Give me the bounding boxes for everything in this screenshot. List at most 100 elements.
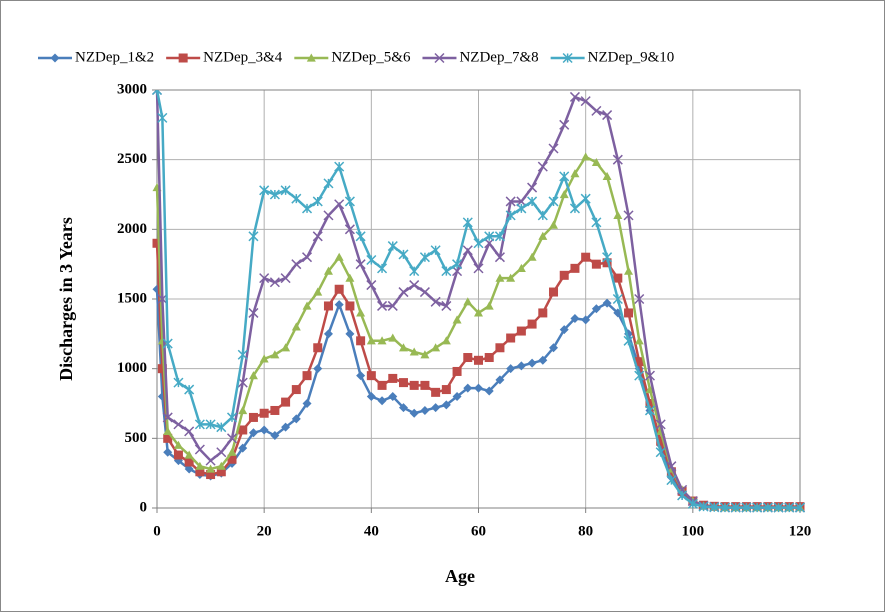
marker bbox=[452, 315, 462, 324]
marker bbox=[248, 428, 258, 438]
marker bbox=[387, 300, 398, 311]
marker bbox=[409, 280, 420, 291]
y-tick-label: 1500 bbox=[117, 290, 147, 306]
legend-label: NZDep_1&2 bbox=[75, 49, 154, 65]
marker bbox=[194, 419, 205, 430]
marker bbox=[516, 203, 527, 214]
marker bbox=[506, 364, 516, 374]
marker bbox=[655, 447, 666, 458]
marker bbox=[591, 259, 601, 269]
marker bbox=[281, 422, 291, 432]
marker bbox=[184, 457, 194, 467]
marker bbox=[302, 399, 312, 408]
marker bbox=[238, 405, 248, 415]
marker bbox=[281, 397, 291, 407]
marker bbox=[173, 450, 183, 460]
marker bbox=[644, 370, 655, 381]
marker bbox=[306, 53, 316, 62]
marker bbox=[302, 371, 312, 381]
marker bbox=[741, 502, 752, 513]
marker bbox=[452, 366, 462, 376]
marker bbox=[591, 217, 602, 228]
series bbox=[151, 90, 806, 513]
x-tick-label: 60 bbox=[471, 523, 486, 539]
x-tick-label: 100 bbox=[682, 523, 705, 539]
marker bbox=[226, 412, 238, 423]
marker bbox=[527, 252, 537, 261]
marker bbox=[334, 284, 344, 294]
marker bbox=[516, 326, 526, 336]
marker bbox=[537, 161, 548, 172]
marker bbox=[474, 308, 483, 317]
marker bbox=[613, 210, 623, 219]
marker bbox=[151, 90, 163, 96]
marker bbox=[441, 266, 452, 277]
marker bbox=[462, 217, 473, 228]
marker bbox=[494, 252, 505, 263]
marker bbox=[291, 193, 302, 204]
marker bbox=[291, 414, 301, 424]
marker bbox=[163, 447, 173, 457]
marker bbox=[184, 450, 194, 459]
marker bbox=[398, 343, 408, 352]
marker bbox=[591, 304, 601, 314]
y-axis-label: Discharges in 3 Years bbox=[56, 217, 76, 381]
marker bbox=[334, 300, 344, 310]
marker bbox=[281, 343, 291, 352]
y-tick-label: 2500 bbox=[117, 151, 147, 167]
marker bbox=[484, 386, 494, 396]
marker bbox=[344, 196, 355, 207]
marker bbox=[602, 171, 612, 180]
marker bbox=[356, 371, 366, 381]
marker bbox=[195, 461, 205, 470]
marker bbox=[581, 252, 591, 262]
legend-label: NZDep_3&4 bbox=[203, 49, 283, 65]
marker bbox=[269, 277, 280, 288]
marker bbox=[613, 273, 623, 283]
marker bbox=[624, 308, 634, 318]
marker bbox=[419, 287, 430, 298]
x-tick-label: 80 bbox=[578, 523, 593, 539]
marker bbox=[549, 343, 559, 353]
marker bbox=[248, 412, 258, 422]
marker bbox=[163, 426, 173, 435]
marker bbox=[527, 319, 537, 329]
marker bbox=[463, 353, 473, 363]
marker bbox=[666, 475, 677, 486]
marker bbox=[291, 259, 302, 270]
marker bbox=[634, 293, 645, 305]
marker bbox=[227, 454, 237, 464]
marker bbox=[752, 502, 763, 513]
y-tick-label: 500 bbox=[125, 430, 148, 446]
marker bbox=[345, 329, 355, 339]
marker bbox=[580, 193, 591, 204]
marker bbox=[505, 210, 516, 221]
marker bbox=[709, 502, 720, 513]
marker bbox=[366, 280, 377, 291]
marker bbox=[602, 110, 613, 121]
marker bbox=[569, 91, 580, 102]
marker bbox=[569, 203, 580, 214]
marker bbox=[387, 241, 398, 252]
marker bbox=[549, 287, 559, 297]
marker bbox=[441, 385, 451, 395]
marker bbox=[784, 502, 795, 513]
marker bbox=[409, 347, 419, 356]
marker bbox=[462, 245, 473, 256]
marker bbox=[302, 203, 313, 214]
marker bbox=[152, 238, 162, 248]
marker bbox=[419, 252, 430, 263]
marker bbox=[431, 387, 441, 397]
marker bbox=[548, 196, 559, 207]
marker bbox=[280, 273, 291, 284]
marker bbox=[398, 287, 409, 298]
marker bbox=[677, 490, 688, 501]
marker bbox=[238, 425, 248, 435]
marker bbox=[388, 392, 398, 402]
marker bbox=[430, 245, 441, 256]
marker bbox=[409, 408, 419, 418]
marker bbox=[398, 249, 409, 260]
marker bbox=[559, 171, 570, 182]
marker bbox=[366, 371, 376, 381]
marker bbox=[409, 380, 419, 390]
